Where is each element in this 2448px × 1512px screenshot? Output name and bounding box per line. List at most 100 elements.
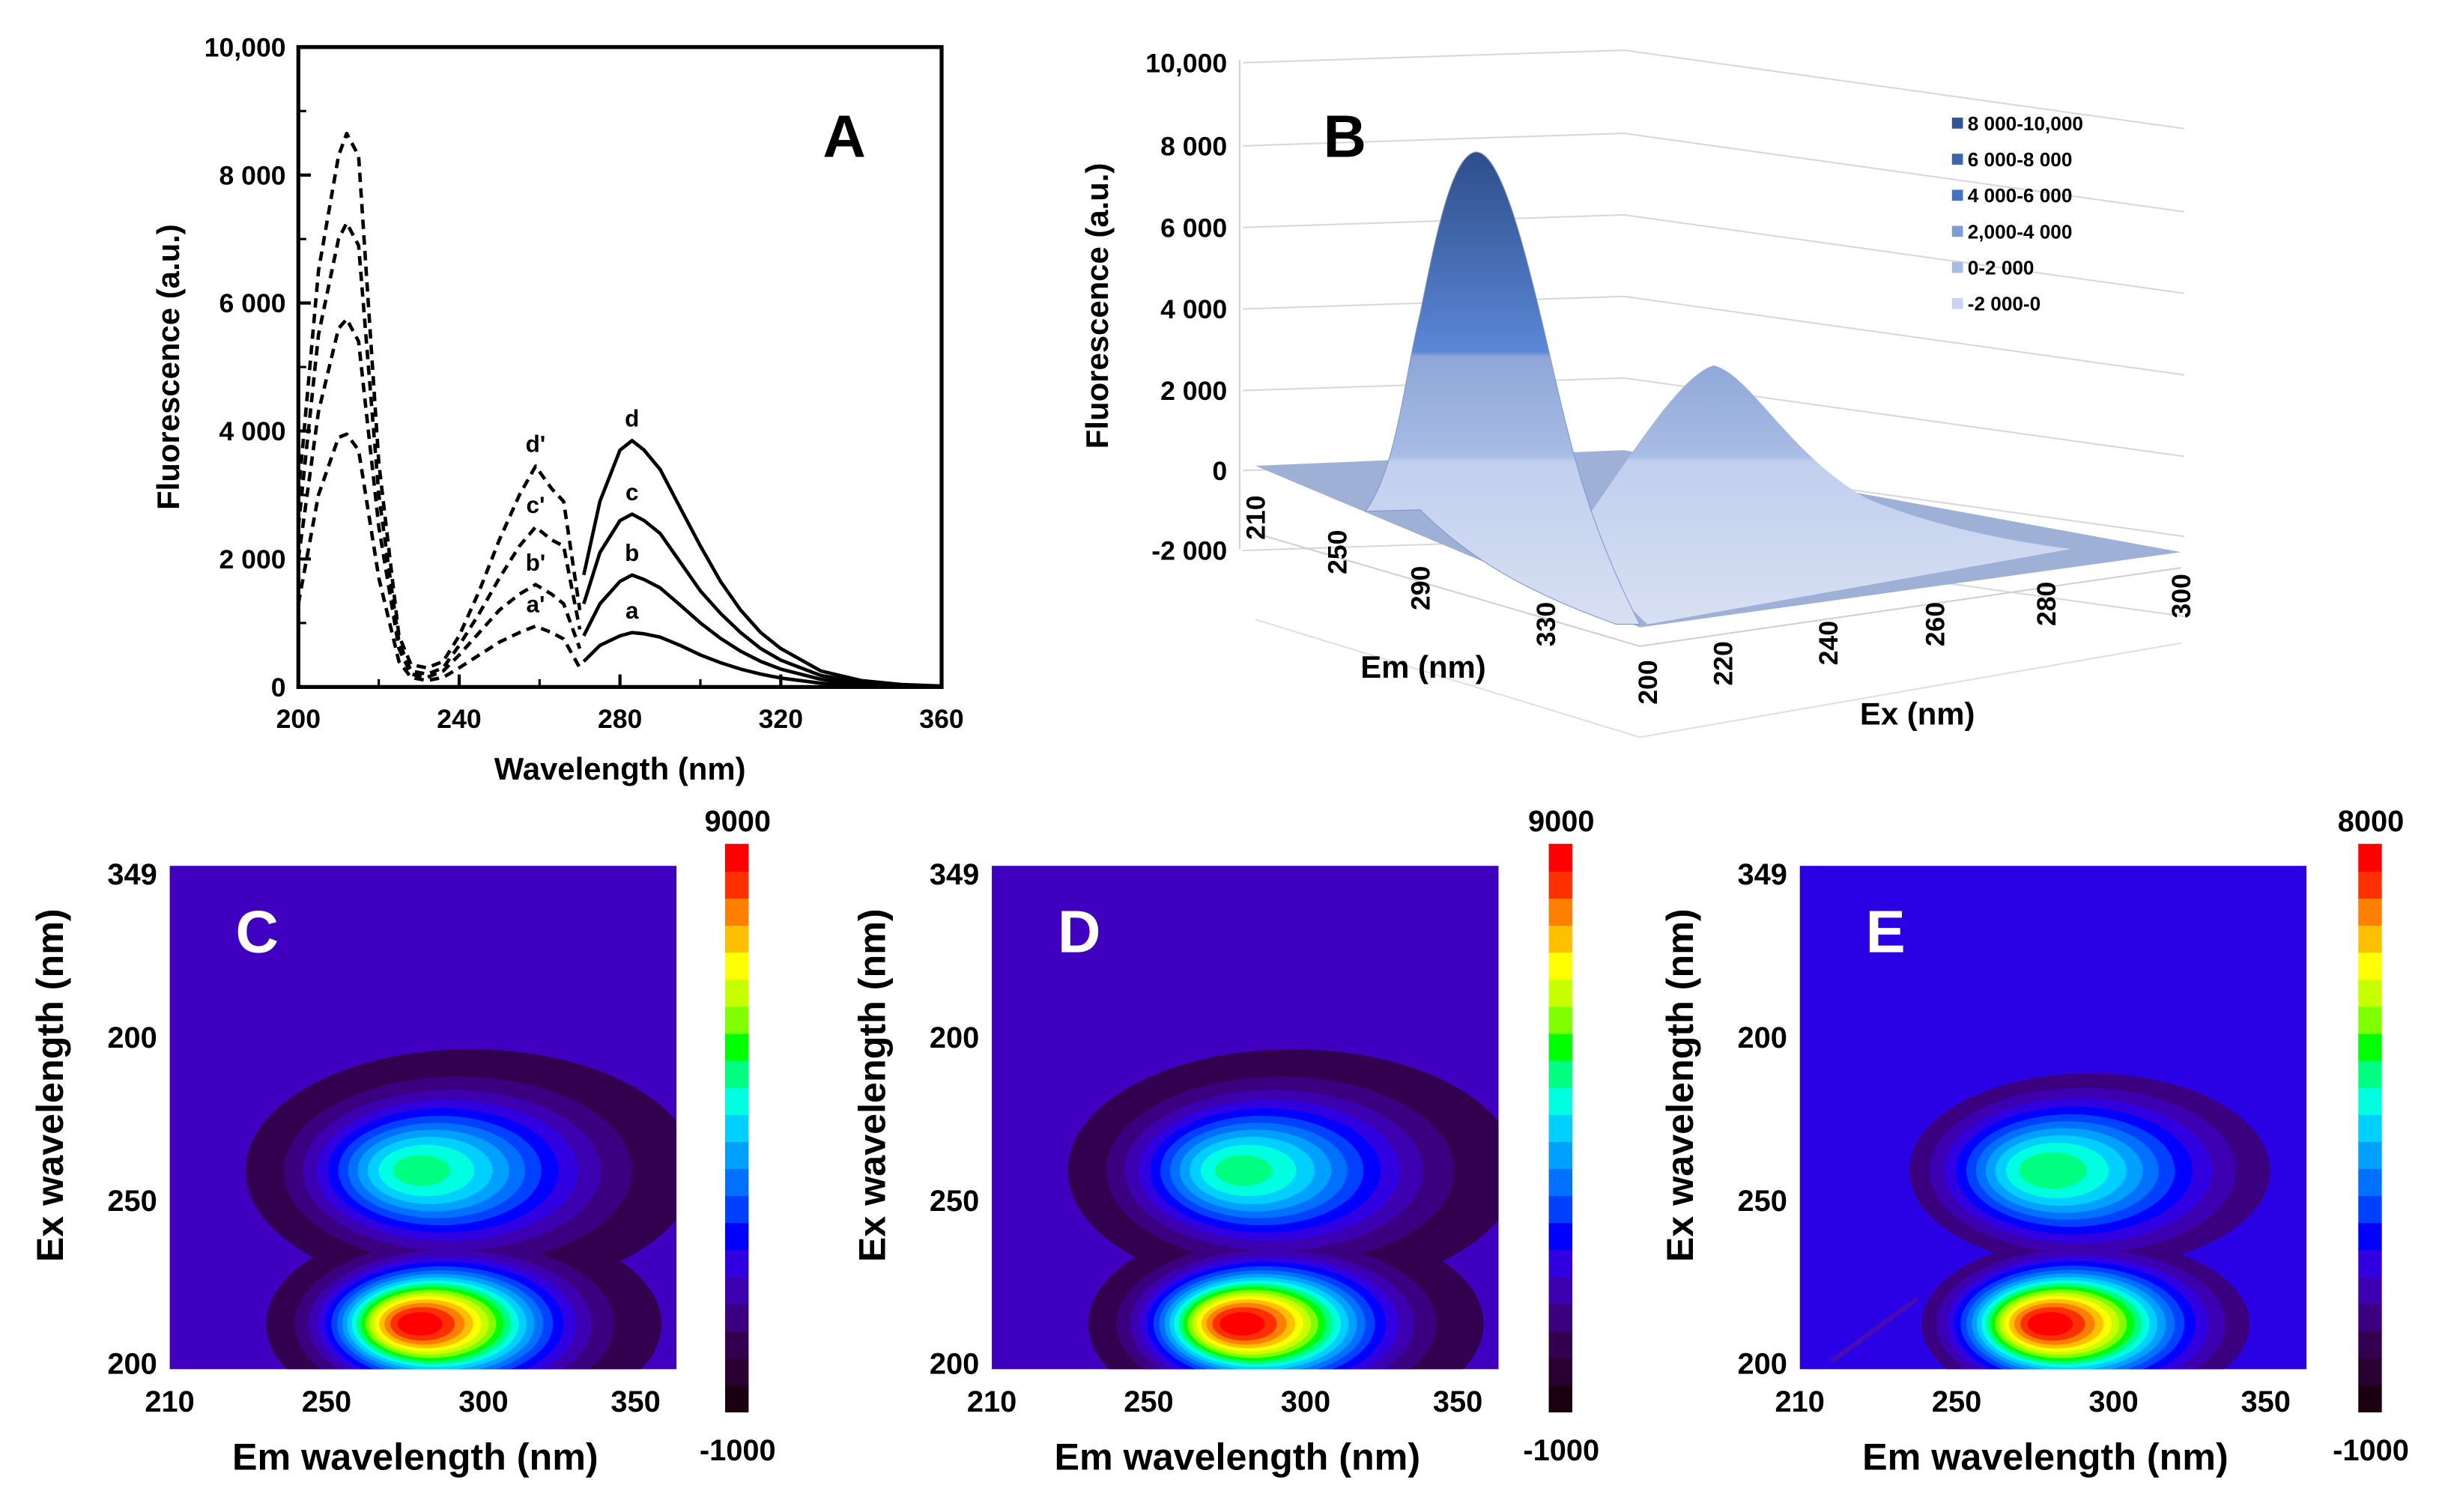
colorbar-max-label: 8000 [2338,805,2405,838]
series-label: b [625,540,639,566]
colorbar-band [2358,1195,2382,1224]
colorbar-band [724,1168,749,1197]
z-tick-label: 4 000 [1160,294,1227,324]
series-line-c-prime [297,221,582,676]
y-tick-label: 0 [271,672,286,702]
colorbar-band [1548,1141,1572,1170]
colorbar-band [2358,1303,2382,1332]
series-line-b [582,573,942,689]
colorbar-band [724,1006,749,1034]
colorbar-band [1548,1033,1572,1061]
back-wall-gridline [1243,49,2184,130]
x-tick-label: 360 [919,704,963,734]
contour-level [2019,1152,2087,1189]
colorbar-band [2358,1276,2382,1305]
colorbar-band [724,1249,749,1278]
y-axis-title: Ex wavelength (nm) [1659,908,1701,1262]
back-wall-gridline [1243,132,2184,213]
ex-tick-label: 220 [1709,641,1739,685]
colorbar-band [724,925,749,953]
colorbar-band [2358,870,2382,899]
contour-level [1220,1312,1265,1336]
em-tick-label: 210 [1240,495,1270,539]
colorbar-band [724,843,749,872]
y-tick-label: 250 [107,1185,157,1218]
contour-level [1215,1155,1273,1186]
series-label: c [625,479,638,505]
colorbar-band [1548,1006,1572,1034]
surface-peak-main [1364,151,1640,625]
colorbar-band [2358,1033,2382,1061]
series-line-d-prime [297,131,582,670]
panel-label: E [1866,898,1906,965]
legend-label: 0-2 000 [1968,257,2035,279]
colorbar-band [724,870,749,899]
colorbar-band [2358,1384,2382,1413]
legend-swatch [1951,225,1963,237]
y-axis-title: Ex wavelength (nm) [852,908,894,1262]
panel-d-heatmap: D 210 250 300 350 349 200 250 200 Em wavelength (… [852,805,1600,1478]
colorbar-band [2358,1168,2382,1197]
colorbar-band [1548,925,1572,953]
x-tick-label: 320 [759,704,803,734]
y-tick-label: 349 [1738,858,1787,891]
colorbar-band [724,1195,749,1224]
x-tick-label: 300 [458,1385,508,1418]
y-tick-label: 200 [930,1021,979,1054]
y-tick-label: 4 000 [219,416,285,446]
legend-swatch [1951,297,1963,309]
colorbar-band [724,1222,749,1251]
panel-c-heatmap: C 210 250 300 350 349 200 250 200 Em wavelength (… [29,805,775,1478]
x-tick-label: 250 [1932,1385,1981,1418]
colorbar-band [724,897,749,926]
series-label: b' [526,550,546,576]
x-tick-label: 280 [598,704,642,734]
back-wall-gridline [1243,213,2184,294]
colorbar-band [724,1384,749,1413]
colorbar-band [724,1357,749,1385]
colorbar-band [2358,925,2382,953]
y-tick-label: 2 000 [219,544,285,574]
em-tick-label: 330 [1531,602,1561,646]
contour-level [393,1155,450,1186]
ex-tick-label: 260 [1920,602,1950,646]
x-tick-label: 210 [967,1385,1017,1418]
colorbar-band [1548,1276,1572,1305]
x-tick-label: 350 [611,1385,660,1418]
y-tick-label: 250 [1738,1185,1787,1218]
y-tick-label: 10,000 [204,32,286,62]
colorbar-band [1548,1303,1572,1332]
y-tick-label: 200 [107,1021,157,1054]
colorbar-band [1548,1195,1572,1224]
colorbar-max-label: 9000 [1528,805,1595,838]
colorbar-band [1548,1384,1572,1413]
ex-tick-label: 300 [2166,574,2196,618]
y-tick-label: 200 [930,1348,979,1381]
em-axis-title: Em (nm) [1360,649,1485,684]
colorbar-band [2358,1114,2382,1142]
y-tick-label: 349 [930,858,979,891]
x-tick-label: 200 [276,704,321,734]
legend-swatch [1951,154,1963,165]
heatmap-plot-area [1799,866,2307,1370]
y-tick-label: 349 [107,858,157,891]
colorbar-band [1548,1060,1572,1088]
colorbar-max-label: 9000 [704,805,771,838]
colorbar-band [2358,1060,2382,1088]
colorbar-band [2358,1249,2382,1278]
legend-swatch [1951,261,1963,273]
colorbar-band [724,1033,749,1061]
legend-swatch [1951,189,1963,201]
contour-level [2027,1312,2073,1336]
ex-axis-title: Ex (nm) [1860,696,1975,732]
z-tick-label: 2 000 [1160,376,1227,406]
colorbar-band [2358,843,2382,872]
ex-tick-label: 200 [1633,660,1663,704]
panel-label: C [236,898,279,965]
colorbar-band [1548,1357,1572,1385]
back-wall-gridline [1243,295,2184,376]
x-tick-label: 250 [302,1385,351,1418]
y-tick-label: 8 000 [219,160,285,190]
y-tick-label: 250 [930,1185,979,1218]
